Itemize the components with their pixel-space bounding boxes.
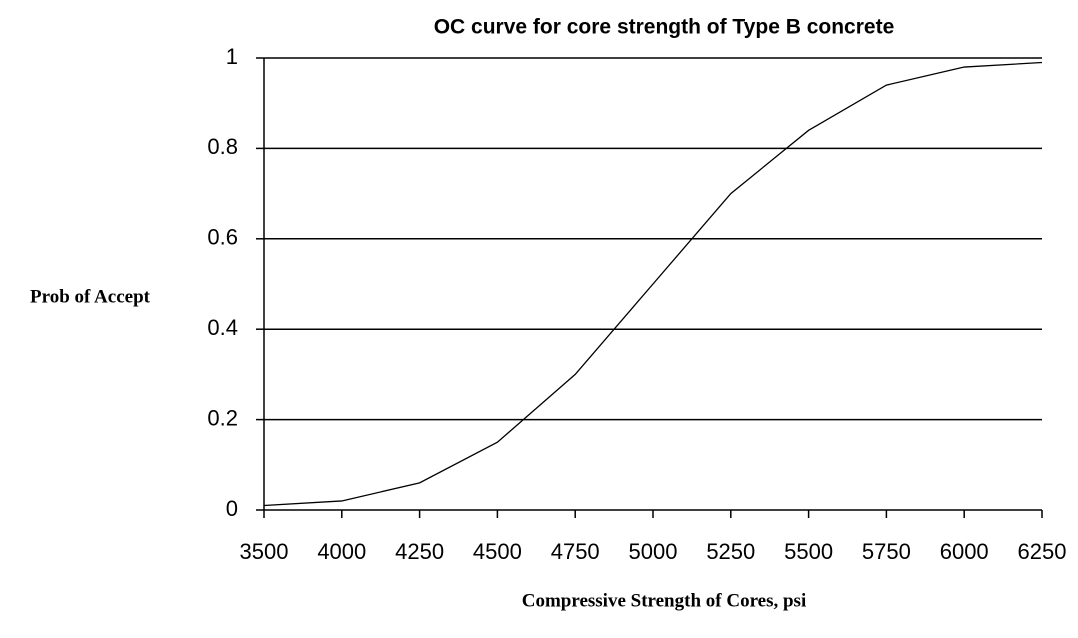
x-tick-label: 4750 bbox=[551, 539, 600, 564]
x-axis-label: Compressive Strength of Cores, psi bbox=[522, 590, 806, 611]
y-tick-label: 0 bbox=[226, 496, 238, 521]
x-tick-label: 4250 bbox=[395, 539, 444, 564]
x-tick-label: 4000 bbox=[317, 539, 366, 564]
y-tick-label: 0.4 bbox=[207, 315, 238, 340]
y-tick-label: 0.2 bbox=[207, 405, 238, 430]
x-tick-label: 5500 bbox=[784, 539, 833, 564]
x-tick-label: 5250 bbox=[706, 539, 755, 564]
x-tick-label: 6250 bbox=[1018, 539, 1067, 564]
data-line bbox=[263, 61, 1043, 507]
x-tick-label: 3500 bbox=[240, 539, 289, 564]
x-tick-label: 4500 bbox=[473, 539, 522, 564]
chart-title: OC curve for core strength of Type B con… bbox=[434, 16, 895, 39]
y-tick-label: 0.6 bbox=[207, 225, 238, 250]
y-axis-label: Prob of Accept bbox=[30, 286, 151, 307]
x-tick-label: 5000 bbox=[629, 539, 678, 564]
y-tick-label: 0.8 bbox=[207, 134, 238, 159]
y-tick-label: 1 bbox=[226, 44, 238, 69]
x-tick-label: 6000 bbox=[940, 539, 989, 564]
x-tick-label: 5750 bbox=[862, 539, 911, 564]
